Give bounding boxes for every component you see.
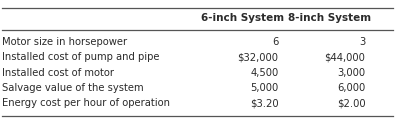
- Text: $32,000: $32,000: [237, 52, 278, 62]
- Text: 6-inch System: 6-inch System: [201, 13, 284, 23]
- Text: $44,000: $44,000: [325, 52, 365, 62]
- Text: Installed cost of motor: Installed cost of motor: [2, 68, 114, 78]
- Text: Installed cost of pump and pipe: Installed cost of pump and pipe: [2, 52, 160, 62]
- Text: $2.00: $2.00: [337, 98, 365, 108]
- Text: 5,000: 5,000: [250, 83, 278, 93]
- Text: 3,000: 3,000: [337, 68, 365, 78]
- Text: 3: 3: [359, 37, 365, 47]
- Text: 4,500: 4,500: [250, 68, 278, 78]
- Text: 6,000: 6,000: [337, 83, 365, 93]
- Text: $3.20: $3.20: [250, 98, 278, 108]
- Text: Energy cost per hour of operation: Energy cost per hour of operation: [2, 98, 170, 108]
- Text: 8-inch System: 8-inch System: [288, 13, 371, 23]
- Text: Motor size in horsepower: Motor size in horsepower: [2, 37, 127, 47]
- Text: Salvage value of the system: Salvage value of the system: [2, 83, 144, 93]
- Text: 6: 6: [272, 37, 278, 47]
